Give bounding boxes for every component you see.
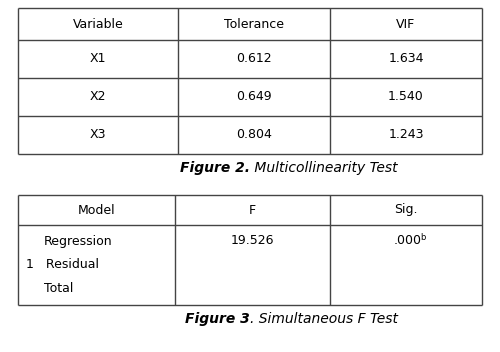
Text: 1.540: 1.540 [388, 90, 424, 103]
Text: X1: X1 [90, 52, 106, 65]
Text: .000: .000 [394, 234, 422, 247]
Text: Tolerance: Tolerance [224, 18, 284, 31]
Text: Multicollinearity Test: Multicollinearity Test [250, 161, 398, 175]
Text: 0.612: 0.612 [236, 52, 272, 65]
Text: Total: Total [44, 283, 74, 295]
Text: 0.804: 0.804 [236, 128, 272, 142]
Text: Figure 3: Figure 3 [185, 312, 250, 326]
Text: . Simultaneous F Test: . Simultaneous F Test [250, 312, 398, 326]
Text: Variable: Variable [72, 18, 124, 31]
Text: 1.634: 1.634 [388, 52, 424, 65]
Text: X2: X2 [90, 90, 106, 103]
Text: Sig.: Sig. [394, 203, 418, 216]
Text: Model: Model [78, 203, 116, 216]
Text: F: F [249, 203, 256, 216]
Text: 19.526: 19.526 [231, 234, 274, 247]
Text: Figure 2.: Figure 2. [180, 161, 250, 175]
Text: b: b [420, 233, 425, 241]
Text: 1   Residual: 1 Residual [26, 258, 99, 271]
Text: VIF: VIF [396, 18, 415, 31]
Text: 1.243: 1.243 [388, 128, 424, 142]
Text: X3: X3 [90, 128, 106, 142]
Text: Regression: Regression [44, 234, 112, 247]
Text: 0.649: 0.649 [236, 90, 272, 103]
